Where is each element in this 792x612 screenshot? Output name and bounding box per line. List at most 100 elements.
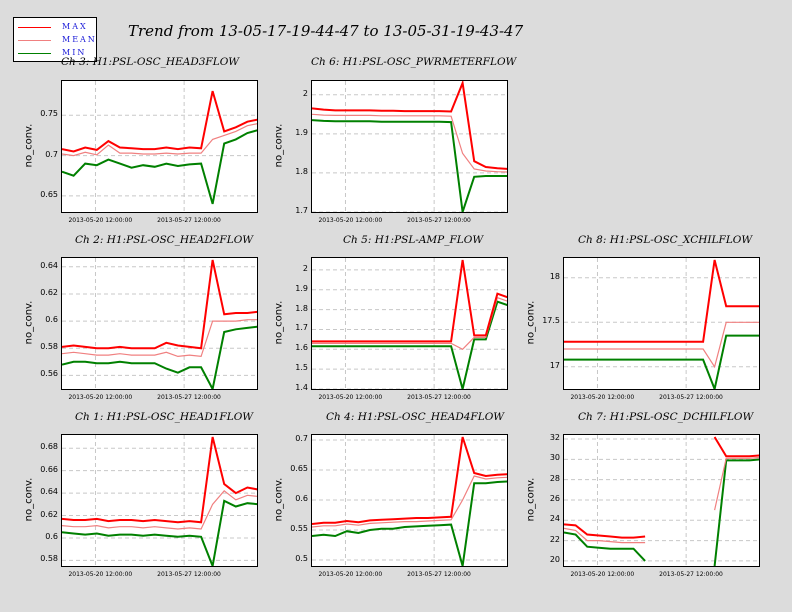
x-tick-label: 2013-05-27 12:00:00 (157, 217, 221, 224)
legend-label-mean: MEAN (62, 35, 97, 44)
plot-svg (312, 435, 507, 566)
series-line-min (62, 129, 257, 205)
plot-area (61, 257, 258, 390)
x-tick-label: 2013-05-27 12:00:00 (659, 571, 723, 578)
legend-item-mean: MEAN (18, 35, 96, 47)
y-axis-label: no_conv. (23, 477, 35, 521)
series-line-mean (564, 321, 759, 369)
series-line-mean (312, 113, 507, 173)
y-tick-label: 0.62 (40, 287, 58, 297)
y-tick-label: 26 (549, 493, 560, 503)
y-tick-label: 0.65 (290, 464, 308, 473)
series-line-max (62, 436, 257, 524)
y-axis-label: no_conv. (23, 123, 35, 167)
series-line-min (62, 499, 257, 566)
y-tick-label: 0.58 (40, 342, 58, 352)
y-tick-label: 1.8 (295, 166, 308, 176)
x-tick-label: 2013-05-20 12:00:00 (570, 394, 635, 401)
x-tick-label: 2013-05-20 12:00:00 (318, 571, 383, 578)
x-tick-label: 2013-05-20 12:00:00 (570, 571, 635, 578)
plot-area (563, 434, 760, 567)
series-line-min (312, 119, 507, 212)
plot-svg (312, 258, 507, 389)
series-line-max (62, 259, 257, 350)
x-tick-label: 2013-05-27 12:00:00 (407, 217, 471, 224)
series-line-max (564, 523, 646, 539)
legend-swatch-max (18, 27, 51, 28)
plot-area (311, 80, 508, 213)
x-tick-label: 2013-05-27 12:00:00 (407, 394, 471, 401)
y-tick-label: 0.5 (295, 554, 308, 563)
y-tick-label: 20 (549, 554, 560, 564)
series-line-mean (564, 527, 646, 544)
series-line-max (564, 259, 759, 343)
series-line-min (564, 531, 646, 562)
y-tick-label: 0.58 (40, 554, 58, 564)
x-tick-label: 2013-05-20 12:00:00 (68, 394, 133, 401)
plot-area (563, 257, 760, 390)
legend: MAX MEAN MIN (13, 17, 97, 62)
series-line-max (312, 81, 507, 170)
plot-svg (62, 81, 257, 212)
x-tick-label: 2013-05-20 12:00:00 (68, 217, 133, 224)
y-tick-label: 0.64 (40, 487, 58, 497)
y-tick-label: 0.56 (40, 369, 58, 379)
y-tick-label: 0.6 (295, 494, 308, 503)
legend-label-max: MAX (62, 22, 88, 31)
y-tick-label: 2 (302, 88, 308, 98)
y-tick-label: 1.7 (295, 323, 308, 333)
legend-item-min: MIN (18, 48, 96, 60)
series-line-max (713, 436, 759, 458)
x-tick-label: 2013-05-20 12:00:00 (318, 217, 383, 224)
series-line-mean (312, 296, 507, 351)
plot-svg (564, 435, 759, 566)
y-tick-label: 0.75 (40, 109, 58, 119)
y-tick-label: 1.8 (295, 303, 308, 313)
x-tick-label: 2013-05-20 12:00:00 (318, 394, 383, 401)
y-tick-label: 0.6 (45, 315, 58, 325)
plot-svg (312, 81, 507, 212)
y-tick-label: 18 (549, 271, 560, 281)
y-tick-label: 0.64 (40, 260, 58, 270)
panel-title: Ch 1: H1:PSL-OSC_HEAD1FLOW (75, 411, 254, 423)
y-tick-label: 1.9 (295, 283, 308, 293)
y-tick-label: 30 (549, 453, 560, 463)
panel-title: Ch 5: H1:PSL-AMP_FLOW (343, 234, 484, 246)
series-line-max (312, 436, 507, 525)
series-line-mean (62, 489, 257, 530)
legend-item-max: MAX (18, 22, 96, 34)
y-tick-label: 1.7 (295, 206, 308, 215)
plot-area (61, 80, 258, 213)
panel-title: Ch 7: H1:PSL-OSC_DCHILFLOW (578, 411, 754, 423)
y-tick-label: 1.4 (295, 383, 308, 392)
y-tick-label: 0.6 (45, 531, 58, 541)
panel-title: Ch 4: H1:PSL-OSC_HEAD4FLOW (326, 411, 505, 423)
y-tick-label: 0.66 (40, 464, 58, 474)
y-tick-label: 28 (549, 473, 560, 483)
series-line-mean (312, 475, 507, 528)
y-tick-label: 0.55 (290, 524, 308, 533)
x-tick-label: 2013-05-20 12:00:00 (68, 571, 133, 578)
y-tick-label: 1.9 (295, 127, 308, 137)
series-line-min (62, 325, 257, 389)
y-tick-label: 0.62 (40, 509, 58, 519)
legend-swatch-mean (18, 40, 51, 41)
plot-svg (564, 258, 759, 389)
plot-area (61, 434, 258, 567)
y-tick-label: 0.7 (45, 149, 58, 159)
y-tick-label: 1.6 (295, 343, 308, 353)
series-line-min (713, 458, 759, 566)
series-line-max (62, 90, 257, 153)
legend-swatch-min (18, 53, 51, 54)
y-tick-label: 2 (302, 263, 308, 273)
x-tick-label: 2013-05-27 12:00:00 (157, 394, 221, 401)
y-tick-label: 1.5 (295, 363, 308, 373)
x-tick-label: 2013-05-27 12:00:00 (407, 571, 471, 578)
series-line-mean (714, 456, 759, 511)
y-tick-label: 17 (549, 360, 560, 370)
panel-title: Ch 3: H1:PSL-OSC_HEAD3FLOW (61, 56, 240, 68)
plot-area (311, 434, 508, 567)
y-tick-label: 0.68 (40, 442, 58, 452)
y-tick-label: 32 (549, 433, 560, 443)
series-line-max (312, 259, 507, 343)
